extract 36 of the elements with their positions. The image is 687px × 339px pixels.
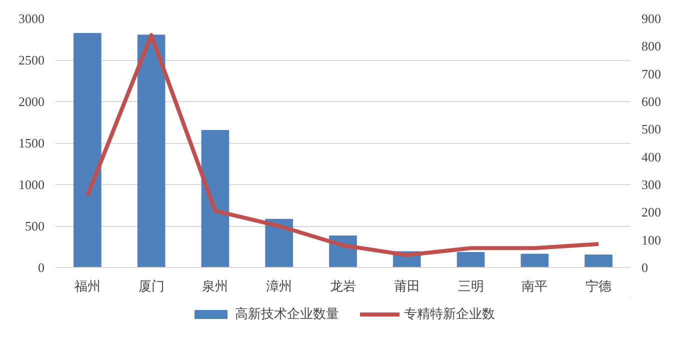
- x-tick-label: 宁德: [586, 278, 612, 294]
- bar: [584, 254, 612, 268]
- bar: [520, 254, 549, 268]
- y2-tick-label: 800: [642, 38, 661, 54]
- bar: [265, 218, 294, 268]
- y2-tick-label: 600: [642, 94, 661, 109]
- x-tick-label: 厦门: [138, 278, 164, 294]
- line-series: [85, 33, 601, 258]
- y-tick-label: 2000: [18, 94, 44, 109]
- x-tick-label: 漳州: [266, 278, 292, 294]
- bar: [456, 252, 485, 268]
- x-tick-label: 泉州: [202, 278, 228, 294]
- y2-tick-label: 200: [642, 204, 661, 220]
- y2-tick-label: 400: [642, 149, 661, 164]
- y-tick-label: 2500: [18, 52, 44, 68]
- y-tick-label: 0: [38, 260, 44, 275]
- x-tick-label: 南平: [522, 278, 548, 294]
- y2-tick-label: 900: [642, 11, 661, 26]
- y2-tick-label: 700: [642, 66, 661, 82]
- x-tick-label: 龙岩: [330, 278, 356, 294]
- y2-tick-label: 0: [642, 260, 648, 275]
- bar: [74, 32, 102, 268]
- x-tick-label: 福州: [74, 278, 100, 294]
- y2-tick-label: 500: [642, 122, 661, 137]
- legend-label: 专精特新企业数: [404, 305, 495, 323]
- y-tick-label: 500: [25, 218, 44, 234]
- x-tick-label: 三明: [458, 278, 484, 294]
- y-tick-label: 1500: [18, 136, 44, 150]
- y-tick-label: 3000: [18, 11, 44, 26]
- y2-tick-label: 300: [642, 177, 661, 192]
- y2-tick-label: 100: [642, 232, 661, 248]
- y-tick-label: 1000: [18, 177, 44, 192]
- legend-label: 高新技术企业数量: [235, 305, 339, 323]
- x-tick-label: 莆田: [394, 278, 420, 294]
- bar: [137, 34, 166, 268]
- bar: [201, 130, 230, 268]
